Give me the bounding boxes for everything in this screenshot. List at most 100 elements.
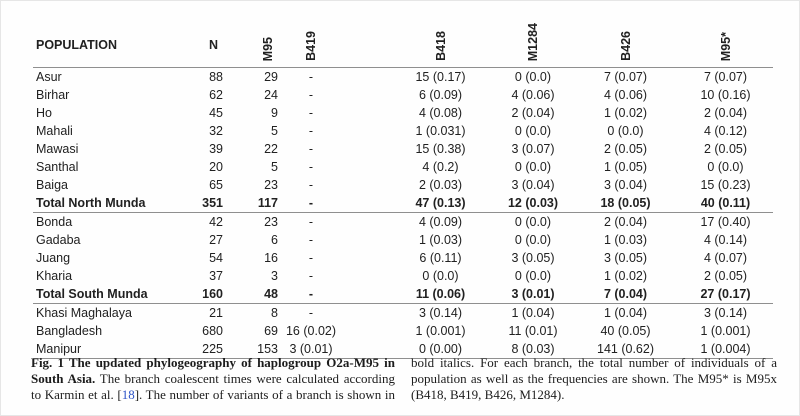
- cell-m1284: 2 (0.04): [511, 106, 555, 120]
- cell-m95: 9: [271, 106, 278, 120]
- cell-m1284: 0 (0.0): [514, 215, 552, 229]
- table-total-row: Total North Munda 351 117-47 (0.13) 12 (0.0…: [33, 194, 773, 213]
- cell-population: Kharia: [36, 269, 73, 283]
- cell-m95-star: 15 (0.23): [700, 178, 751, 192]
- citation-link-18[interactable]: 18: [121, 387, 135, 402]
- cell-b419: -: [308, 70, 314, 84]
- cell-m95-star: 40 (0.11): [678, 194, 773, 213]
- cell-n: 27: [209, 233, 223, 247]
- cell-m1284: 8 (0.03): [493, 340, 573, 359]
- cell-m95-star: 2 (0.05): [703, 269, 748, 283]
- caption-text-right: bold italics. For each branch, the total…: [411, 355, 777, 402]
- cell-n: 225: [183, 340, 223, 359]
- cell-population: Total North Munda: [33, 194, 183, 213]
- cell-b419: -: [308, 233, 314, 247]
- cell-population: Mahali: [36, 124, 73, 138]
- cell-m1284: 0 (0.0): [514, 269, 552, 283]
- cell-m95-star: 0 (0.0): [707, 160, 744, 174]
- cell-m95: 117: [223, 194, 278, 213]
- column-header-m1284: M1284: [493, 5, 573, 68]
- cell-m95: 6: [271, 233, 278, 247]
- table-header-row: POPULATION N M95 B419 B418 M1284 B426 M9…: [33, 5, 773, 68]
- cell-population: Baiga: [36, 178, 68, 192]
- cell-b419: -: [308, 142, 314, 156]
- cell-b419: -: [308, 251, 314, 265]
- cell-m95-star: 7 (0.07): [703, 70, 748, 84]
- table-row: Bangladesh 680 69 16 (0.02) 1 (0.001) 11 (0.0…: [33, 322, 773, 340]
- cell-m1284: 3 (0.04): [511, 178, 555, 192]
- cell-b426: 1 (0.03): [603, 233, 648, 247]
- cell-b418: 3 (0.14): [418, 306, 463, 320]
- caption-title: Fig. 1 The updated phylogeography of hap…: [31, 355, 395, 386]
- cell-m95-star: 4 (0.14): [703, 233, 748, 247]
- cell-population: Manipur: [33, 340, 183, 359]
- cell-m1284: 0 (0.0): [514, 160, 552, 174]
- cell-m95: 3: [271, 269, 278, 283]
- cell-m95-star: 2 (0.04): [703, 106, 748, 120]
- cell-n: 37: [209, 269, 223, 283]
- cell-m1284: 0 (0.0): [514, 124, 552, 138]
- cell-m95: 24: [264, 88, 278, 102]
- cell-m95-star: 4 (0.07): [703, 251, 748, 265]
- table-row: Juang 54 16 - 6 (0.11) 3 (0.05) 3 (0.05) 4 (0.0…: [33, 249, 773, 267]
- cell-m95: 69: [264, 324, 278, 338]
- column-header-population: POPULATION: [33, 5, 183, 68]
- cell-m95: 16: [264, 251, 278, 265]
- cell-n: 680: [202, 324, 223, 338]
- cell-b426: 2 (0.05): [603, 142, 648, 156]
- cell-m95: 5: [271, 124, 278, 138]
- table-row: Gadaba 27 6 - 1 (0.03) 0 (0.0) 1 (0.03) 4 (0.14…: [33, 231, 773, 249]
- cell-m1284: 3 (0.01): [493, 285, 573, 304]
- cell-m95-star: 17 (0.40): [700, 215, 751, 229]
- cell-b426: 7 (0.07): [603, 70, 648, 84]
- cell-m95: 29: [264, 70, 278, 84]
- cell-b426: 3 (0.05): [603, 251, 648, 265]
- cell-n: 32: [209, 124, 223, 138]
- cell-m95: 22: [264, 142, 278, 156]
- cell-m95-star: 27 (0.17): [678, 285, 773, 304]
- cell-population: Bangladesh: [36, 324, 103, 338]
- frequency-table: POPULATION N M95 B419 B418 M1284 B426 M9…: [33, 5, 773, 359]
- cell-b426: 4 (0.06): [603, 88, 648, 102]
- column-header-b419: B419: [278, 5, 388, 68]
- rotated-label-b419: B419: [304, 31, 318, 61]
- cell-b419: 3 (0.01): [278, 340, 388, 359]
- cell-b419: -: [278, 194, 388, 213]
- cell-b418: 1 (0.03): [418, 233, 463, 247]
- cell-m95: 153: [223, 340, 278, 359]
- cell-m1284: 4 (0.06): [511, 88, 555, 102]
- caption-column-left: Fig. 1 The updated phylogeography of hap…: [31, 355, 395, 403]
- column-header-b418: B418: [388, 5, 493, 68]
- rotated-label-b426: B426: [618, 31, 633, 61]
- cell-population: Santhal: [36, 160, 79, 174]
- cell-b419: -: [308, 306, 314, 320]
- cell-m95-star: 1 (0.004): [678, 340, 773, 359]
- cell-b419: -: [308, 88, 314, 102]
- cell-m95-star: 4 (0.12): [703, 124, 748, 138]
- cell-n: 160: [183, 285, 223, 304]
- caption-column-right: bold italics. For each branch, the total…: [411, 355, 777, 403]
- cell-n: 88: [209, 70, 223, 84]
- table-row: Mawasi 39 22 - 15 (0.38) 3 (0.07) 2 (0.05) 2 (0…: [33, 140, 773, 158]
- caption-text-left: The branch coalescent times were calcula…: [31, 371, 395, 402]
- cell-b418: 4 (0.08): [418, 106, 463, 120]
- cell-population: Birhar: [36, 88, 70, 102]
- table-row: Asur 88 29 - 15 (0.17) 0 (0.0) 7 (0.07) 7 (0.07…: [33, 68, 773, 87]
- cell-population: Asur: [36, 70, 62, 84]
- table-row: Birhar 62 24 - 6 (0.09) 4 (0.06) 4 (0.06) 10 (0…: [33, 86, 773, 104]
- cell-n: 42: [209, 215, 223, 229]
- cell-b418: 1 (0.031): [415, 124, 466, 138]
- column-header-n: N: [183, 5, 223, 68]
- cell-b419: -: [278, 285, 388, 304]
- cell-m1284: 11 (0.01): [508, 324, 558, 338]
- cell-b418: 4 (0.09): [418, 215, 463, 229]
- cell-m95-star: 10 (0.16): [700, 88, 751, 102]
- cell-b419: -: [308, 215, 314, 229]
- cell-b418: 6 (0.11): [419, 251, 462, 265]
- cell-m1284: 1 (0.04): [511, 306, 555, 320]
- cell-b418: 0 (0.0): [422, 269, 459, 283]
- cell-b419: -: [308, 269, 314, 283]
- cell-n: 65: [209, 178, 223, 192]
- cell-m95: 23: [264, 215, 278, 229]
